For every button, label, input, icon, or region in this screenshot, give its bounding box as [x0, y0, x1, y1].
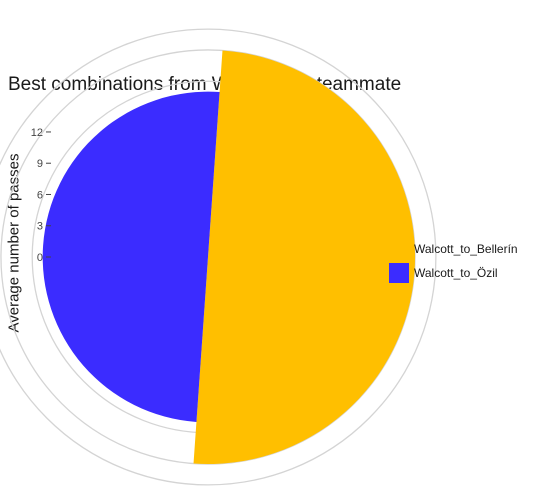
slices [42, 50, 416, 465]
legend-swatch [389, 239, 409, 259]
legend-label: Walcott_to_Bellerín [414, 242, 518, 256]
slice-1 [42, 91, 220, 422]
y-tick-label: 3 [37, 221, 43, 233]
legend-label: Walcott_to_Özil [414, 266, 498, 280]
y-tick-label: 12 [31, 127, 43, 139]
legend-item-bellerin: Walcott_to_Bellerín [389, 237, 518, 261]
slice-0 [193, 50, 416, 465]
grid-circle [0, 28, 437, 486]
y-tick-label: 0 [37, 252, 43, 264]
y-tick-label: 6 [37, 189, 43, 201]
y-axis-ticks: 12 9 6 3 0 [31, 127, 51, 264]
y-tick-label: 9 [37, 158, 43, 170]
legend-swatch [389, 263, 409, 283]
legend: Walcott_to_Bellerín Walcott_to_Özil [389, 237, 518, 285]
legend-item-ozil: Walcott_to_Özil [389, 261, 518, 285]
